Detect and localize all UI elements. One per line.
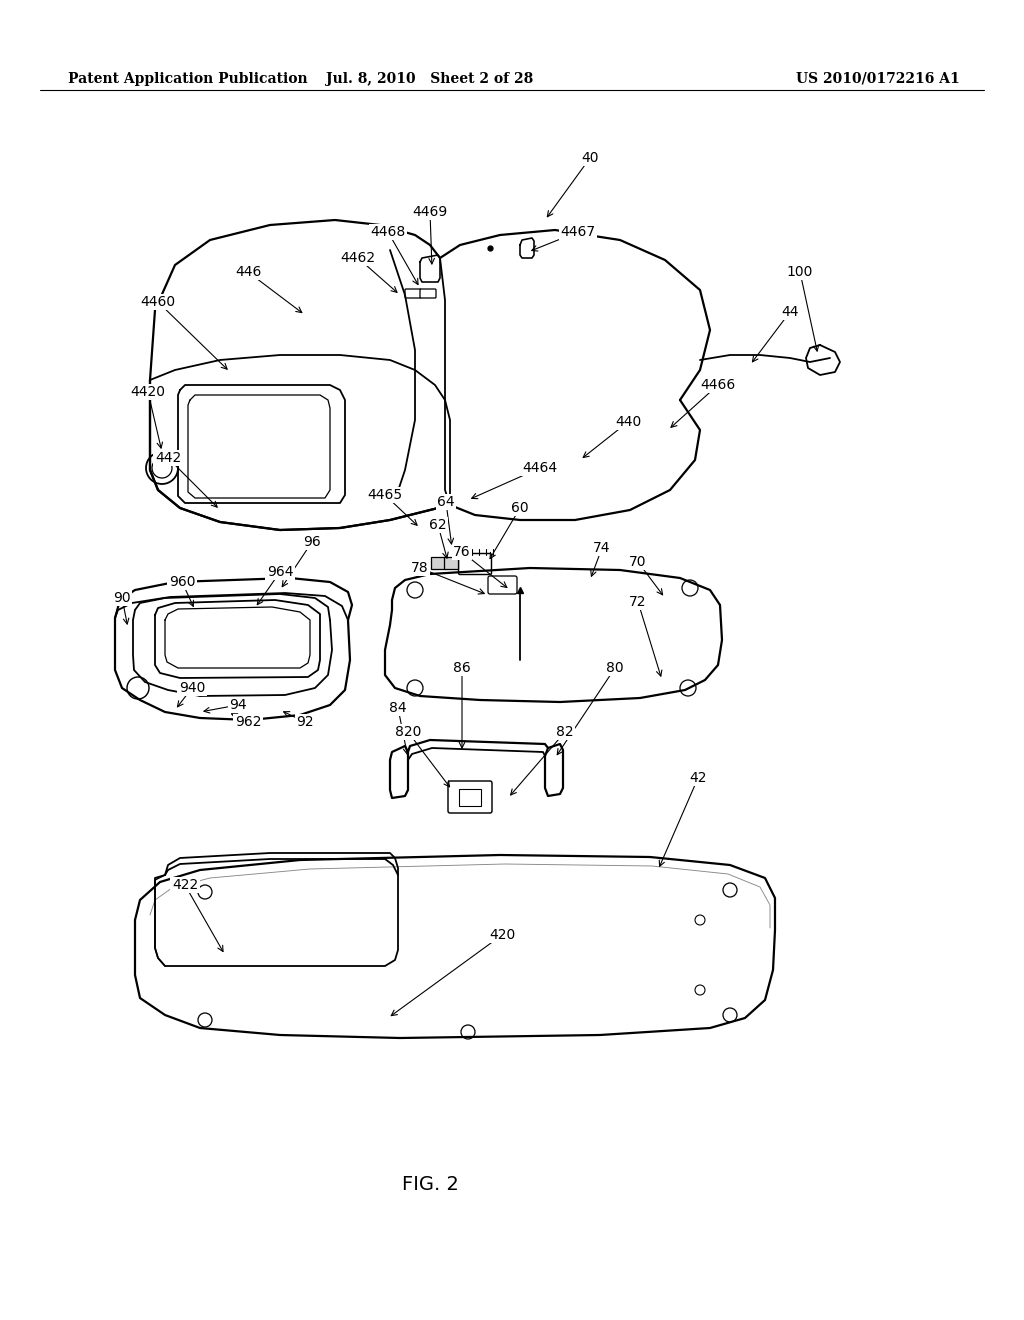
Text: 420: 420: [488, 928, 515, 942]
Text: 40: 40: [582, 150, 599, 165]
Text: 86: 86: [454, 661, 471, 675]
Text: 96: 96: [303, 535, 321, 549]
FancyBboxPatch shape: [459, 553, 492, 574]
Text: 92: 92: [296, 715, 313, 729]
Text: 4465: 4465: [368, 488, 402, 502]
Text: 440: 440: [614, 414, 641, 429]
Text: 964: 964: [266, 565, 293, 579]
Text: 962: 962: [234, 715, 261, 729]
FancyBboxPatch shape: [431, 557, 445, 569]
Text: 446: 446: [234, 265, 261, 279]
Text: 74: 74: [593, 541, 610, 554]
Text: 64: 64: [437, 495, 455, 510]
Text: 60: 60: [511, 502, 528, 515]
Text: 76: 76: [454, 545, 471, 558]
Text: 44: 44: [781, 305, 799, 319]
Text: US 2010/0172216 A1: US 2010/0172216 A1: [797, 73, 961, 86]
FancyBboxPatch shape: [488, 576, 517, 594]
FancyBboxPatch shape: [406, 289, 421, 298]
Text: 70: 70: [630, 554, 647, 569]
Text: 4468: 4468: [371, 224, 406, 239]
Text: 80: 80: [606, 661, 624, 675]
Text: FIG. 2: FIG. 2: [401, 1176, 459, 1195]
Text: 4469: 4469: [413, 205, 447, 219]
Text: 960: 960: [169, 576, 196, 589]
Text: Patent Application Publication: Patent Application Publication: [68, 73, 307, 86]
FancyBboxPatch shape: [449, 781, 492, 813]
Text: 84: 84: [389, 701, 407, 715]
FancyBboxPatch shape: [420, 289, 436, 298]
Text: 82: 82: [556, 725, 573, 739]
Text: 422: 422: [172, 878, 198, 892]
Text: 90: 90: [114, 591, 131, 605]
Text: 100: 100: [786, 265, 813, 279]
Text: 4467: 4467: [560, 224, 596, 239]
Text: Jul. 8, 2010   Sheet 2 of 28: Jul. 8, 2010 Sheet 2 of 28: [327, 73, 534, 86]
Text: 42: 42: [689, 771, 707, 785]
Text: 4466: 4466: [700, 378, 735, 392]
Text: 4464: 4464: [522, 461, 557, 475]
Text: 4460: 4460: [140, 294, 175, 309]
Text: 4420: 4420: [130, 385, 166, 399]
Text: 62: 62: [429, 517, 446, 532]
Text: 72: 72: [630, 595, 647, 609]
FancyBboxPatch shape: [444, 557, 458, 569]
Text: 820: 820: [395, 725, 421, 739]
Text: 94: 94: [229, 698, 247, 711]
Text: 78: 78: [412, 561, 429, 576]
FancyBboxPatch shape: [459, 789, 481, 807]
Text: 940: 940: [179, 681, 205, 696]
Text: 4462: 4462: [340, 251, 376, 265]
Text: 442: 442: [155, 451, 181, 465]
